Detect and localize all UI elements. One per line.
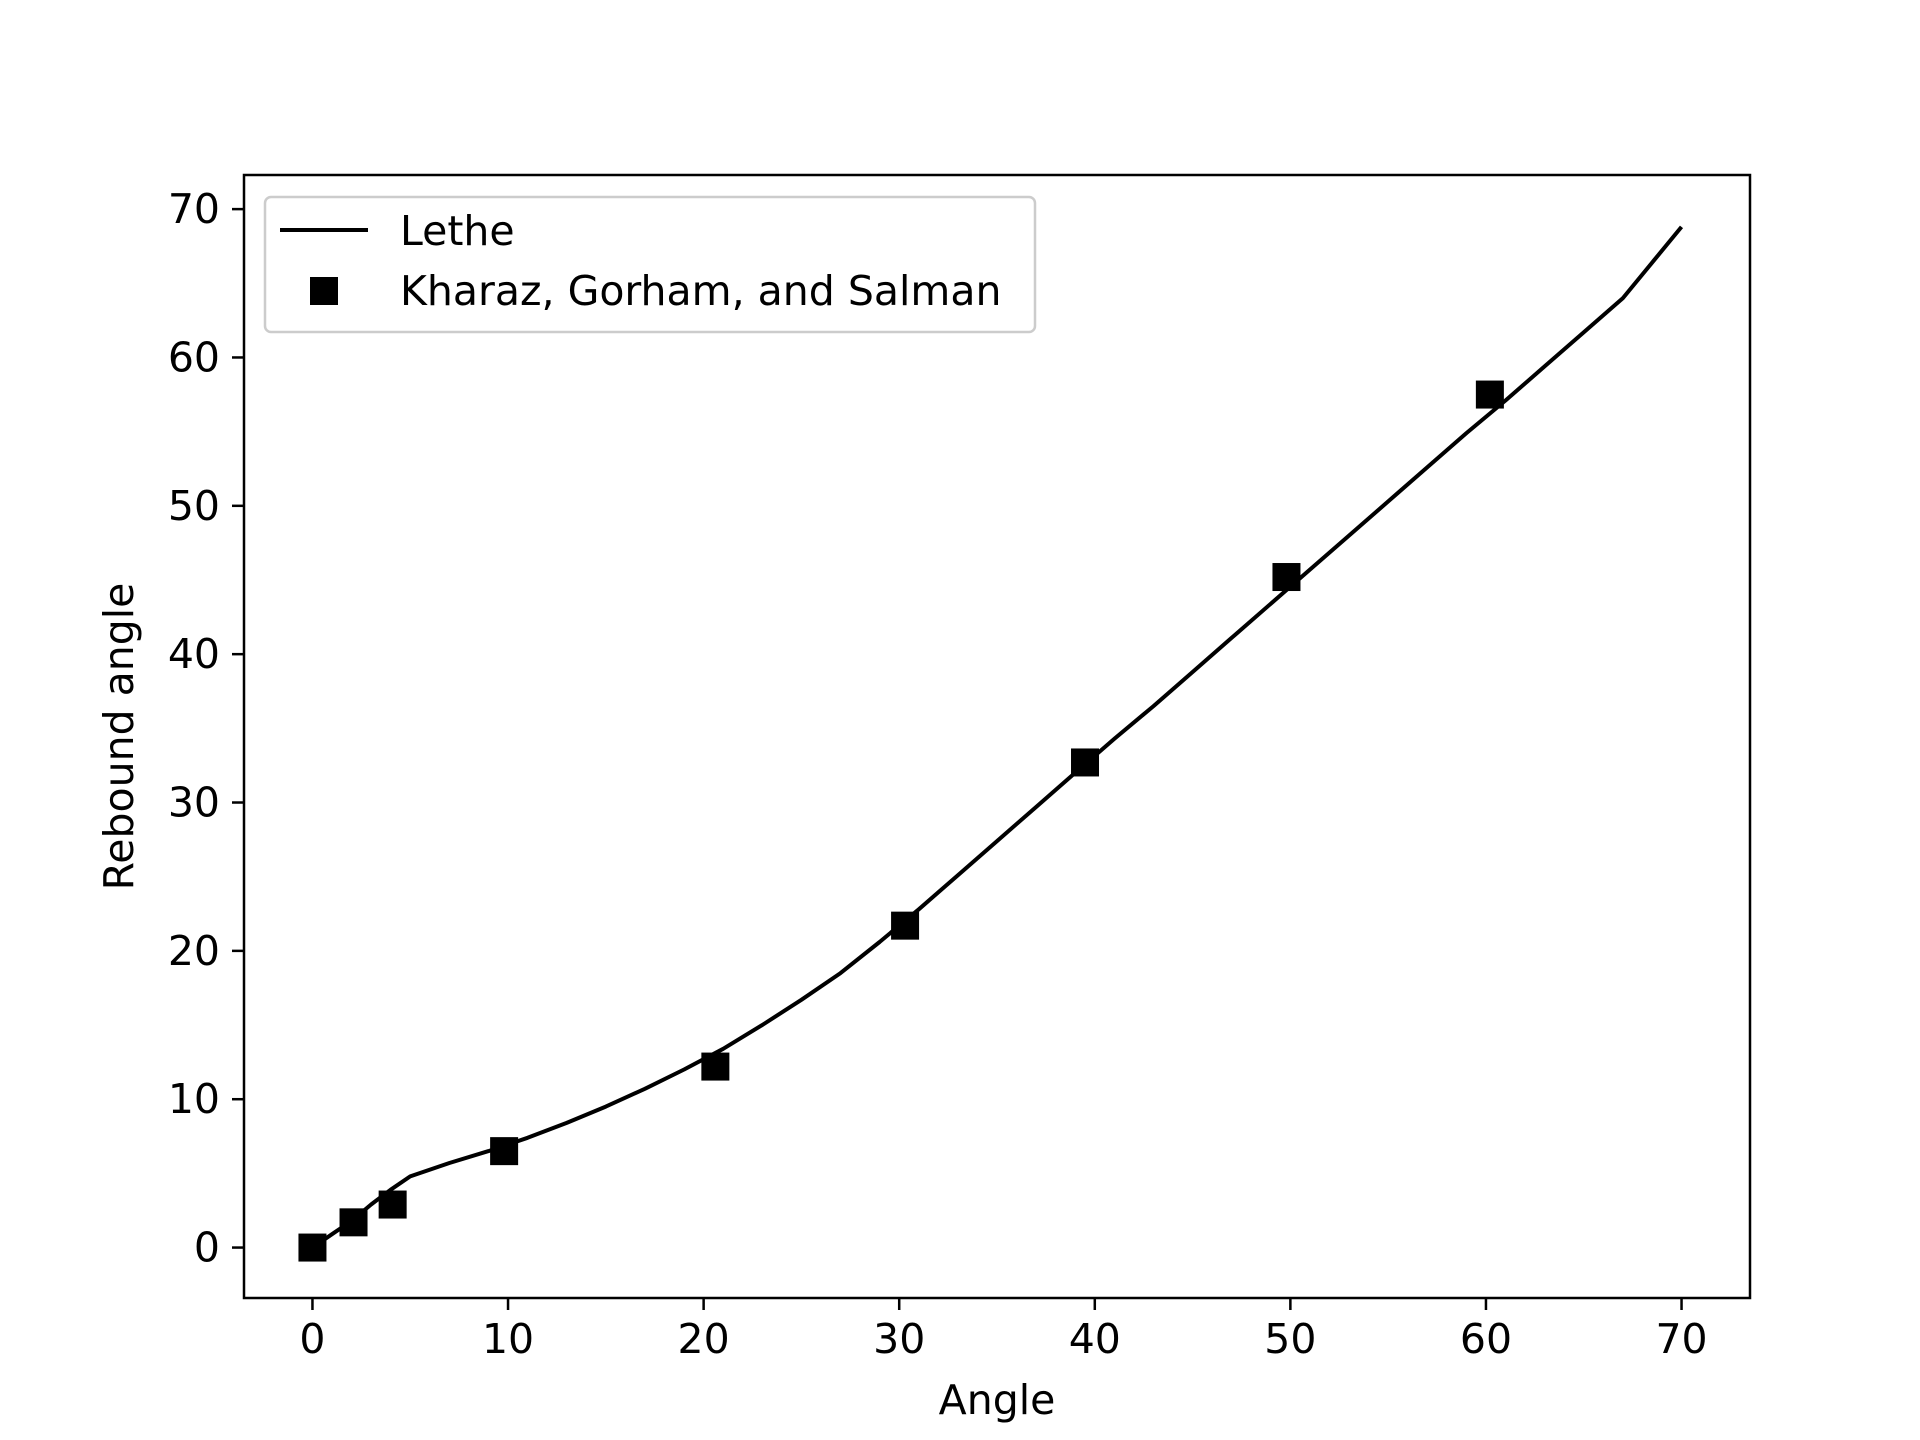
series-line-lethe [311, 225, 1684, 1250]
y-tick-label: 0 [194, 1224, 220, 1272]
y-tick-label: 10 [168, 1075, 220, 1123]
x-tick-label: 40 [1069, 1315, 1121, 1363]
data-point-kharaz [701, 1052, 730, 1081]
x-tick-label: 30 [873, 1315, 925, 1363]
data-point-kharaz [339, 1208, 368, 1237]
x-tick-label: 60 [1460, 1315, 1512, 1363]
y-axis-ticks: 0 10 20 30 40 50 60 70 [168, 185, 244, 1272]
data-point-kharaz [891, 911, 920, 940]
y-tick-label: 30 [168, 779, 220, 827]
axes: 0 10 20 30 40 50 60 70 0 10 20 30 40 50 60 70 Angle Re… [95, 173, 1752, 1424]
x-tick-label: 20 [678, 1315, 730, 1363]
legend-label-lethe: Lethe [400, 207, 515, 255]
y-axis-label: Rebound angle [95, 583, 143, 891]
legend: Lethe Kharaz, Gorham, and Salman [263, 195, 1037, 334]
axes-frame [242, 173, 1752, 1300]
data-point-kharaz [1071, 748, 1100, 777]
x-axis-label: Angle [939, 1376, 1056, 1424]
legend-box [263, 195, 1037, 334]
y-tick-label: 70 [168, 185, 220, 233]
y-tick-label: 50 [168, 482, 220, 530]
plot-area [298, 225, 1684, 1262]
x-axis-ticks: 0 10 20 30 40 50 60 70 [299, 1298, 1708, 1363]
x-tick-label: 70 [1655, 1315, 1707, 1363]
y-tick-label: 60 [168, 333, 220, 381]
y-tick-label: 20 [168, 927, 220, 975]
data-point-kharaz [298, 1233, 327, 1262]
y-tick-label: 40 [168, 630, 220, 678]
legend-label-kharaz: Kharaz, Gorham, and Salman [400, 267, 1001, 315]
x-tick-label: 50 [1264, 1315, 1316, 1363]
x-tick-label: 10 [482, 1315, 534, 1363]
legend-square-marker [310, 277, 338, 305]
data-point-kharaz [490, 1137, 519, 1166]
data-point-kharaz [1475, 380, 1504, 409]
data-point-kharaz [378, 1190, 407, 1219]
x-tick-label: 0 [299, 1315, 325, 1363]
data-point-kharaz [1272, 563, 1301, 592]
